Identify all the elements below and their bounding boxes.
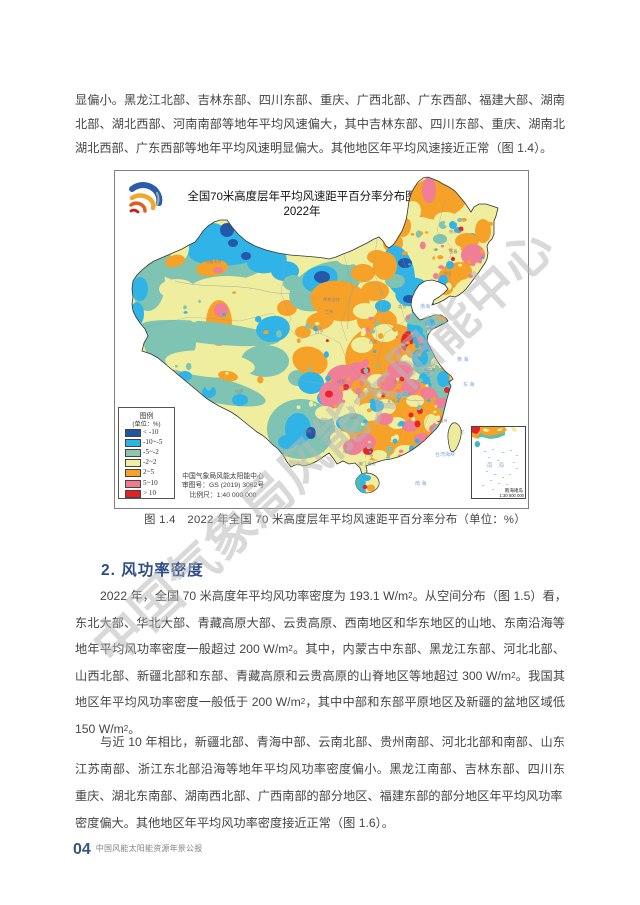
svg-text:北京: 北京 — [398, 303, 406, 310]
svg-text:西安: 西安 — [369, 338, 377, 345]
svg-text:昆明: 昆明 — [303, 429, 311, 435]
svg-text:沈阳: 沈阳 — [443, 270, 451, 277]
svg-text:黄 海: 黄 海 — [457, 356, 468, 363]
svg-text:兰州: 兰州 — [325, 308, 333, 314]
svg-text:贵阳: 贵阳 — [349, 414, 357, 421]
svg-text:南京: 南京 — [427, 366, 435, 373]
svg-text:澳门 香港: 澳门 香港 — [358, 460, 377, 467]
svg-text:成都: 成都 — [337, 378, 346, 385]
svg-text:南宁: 南宁 — [343, 448, 351, 454]
svg-text:东 海: 东 海 — [463, 381, 474, 388]
svg-text:广州: 广州 — [365, 452, 373, 459]
svg-text:1:30 000 000: 1:30 000 000 — [500, 493, 525, 498]
svg-text:渤海: 渤海 — [420, 303, 430, 310]
svg-text:南海: 南海 — [487, 461, 510, 469]
svg-text:南 海: 南 海 — [415, 480, 426, 487]
svg-text:哈尔滨: 哈尔滨 — [449, 228, 462, 235]
svg-text:长沙: 长沙 — [387, 398, 396, 405]
svg-text:南海诸岛: 南海诸岛 — [505, 487, 524, 494]
svg-text:拉萨: 拉萨 — [235, 388, 243, 395]
svg-text:乌鲁木齐: 乌鲁木齐 — [205, 258, 223, 265]
svg-text:西宁: 西宁 — [315, 328, 323, 335]
svg-text:郑州: 郑州 — [417, 348, 425, 355]
svg-text:武汉: 武汉 — [393, 378, 402, 385]
svg-text:台湾海峡: 台湾海峡 — [435, 451, 455, 458]
svg-text:福州: 福州 — [439, 417, 447, 424]
svg-text:呼和浩特: 呼和浩特 — [323, 296, 340, 303]
svg-text:长春: 长春 — [449, 248, 458, 255]
